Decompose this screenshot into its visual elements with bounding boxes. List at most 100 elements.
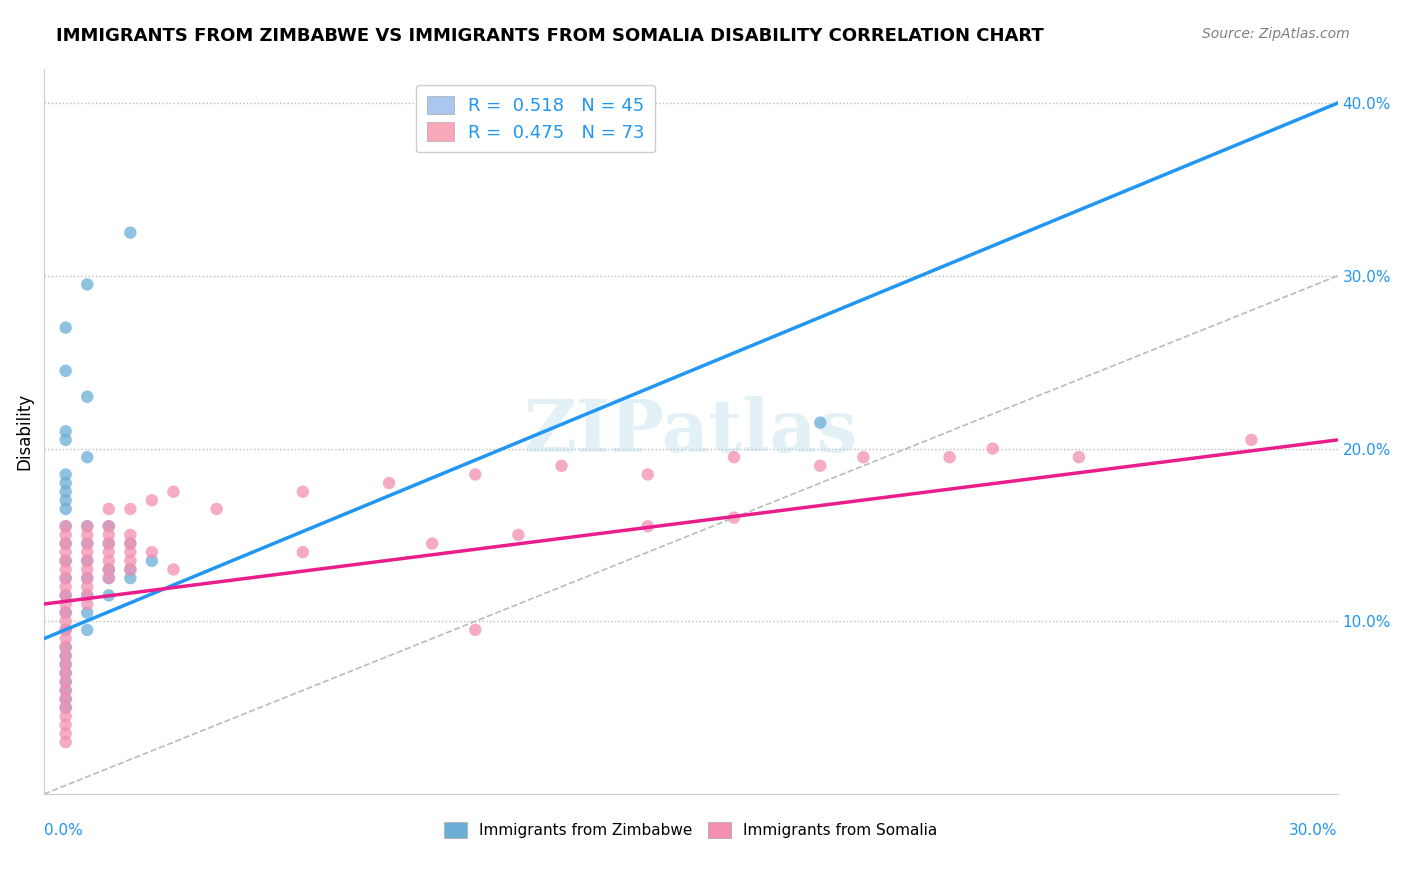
Point: [55, 519, 77, 533]
Point: [55, 502, 77, 516]
Point: [55, 674, 77, 689]
Text: IMMIGRANTS FROM ZIMBABWE VS IMMIGRANTS FROM SOMALIA DISABILITY CORRELATION CHART: IMMIGRANTS FROM ZIMBABWE VS IMMIGRANTS F…: [56, 27, 1045, 45]
Point: [55, 606, 77, 620]
Point: [55, 606, 77, 620]
Point: [97, 536, 120, 550]
Text: Source: ZipAtlas.com: Source: ZipAtlas.com: [1202, 27, 1350, 41]
Point: [938, 450, 960, 465]
Point: [808, 416, 831, 430]
Point: [120, 536, 142, 550]
Point: [55, 320, 77, 334]
Point: [76, 519, 98, 533]
Point: [55, 545, 77, 559]
Point: [76, 588, 98, 602]
Point: [55, 709, 77, 723]
Point: [76, 554, 98, 568]
Point: [55, 726, 77, 740]
Point: [55, 467, 77, 482]
Point: [55, 433, 77, 447]
Point: [55, 571, 77, 585]
Point: [97, 519, 120, 533]
Point: [55, 632, 77, 646]
Point: [55, 640, 77, 655]
Point: [76, 277, 98, 292]
Point: [120, 562, 142, 576]
Point: [120, 528, 142, 542]
Point: [76, 528, 98, 542]
Point: [76, 545, 98, 559]
Point: [852, 450, 875, 465]
Point: [55, 597, 77, 611]
Point: [55, 718, 77, 732]
Point: [55, 657, 77, 672]
Point: [120, 554, 142, 568]
Point: [55, 674, 77, 689]
Point: [97, 502, 120, 516]
Point: [55, 580, 77, 594]
Point: [55, 484, 77, 499]
Point: [97, 562, 120, 576]
Point: [97, 536, 120, 550]
Point: [550, 458, 572, 473]
Point: [120, 571, 142, 585]
Point: [55, 528, 77, 542]
Point: [55, 364, 77, 378]
Point: [76, 390, 98, 404]
Point: [508, 528, 530, 542]
Text: ZIPatlas: ZIPatlas: [524, 396, 858, 467]
Point: [162, 484, 184, 499]
Point: [55, 519, 77, 533]
Point: [55, 683, 77, 698]
Point: [97, 588, 120, 602]
Point: [76, 536, 98, 550]
Point: [76, 571, 98, 585]
Point: [141, 545, 163, 559]
Point: [76, 606, 98, 620]
Point: [76, 588, 98, 602]
Point: [141, 493, 163, 508]
Text: 0.0%: 0.0%: [44, 823, 83, 838]
Point: [76, 580, 98, 594]
Point: [981, 442, 1004, 456]
Point: [55, 536, 77, 550]
Point: [120, 502, 142, 516]
Point: [55, 657, 77, 672]
Point: [55, 588, 77, 602]
Legend: Immigrants from Zimbabwe, Immigrants from Somalia: Immigrants from Zimbabwe, Immigrants fro…: [439, 816, 943, 845]
Point: [637, 519, 659, 533]
Point: [76, 519, 98, 533]
Point: [97, 554, 120, 568]
Point: [464, 623, 486, 637]
Point: [76, 623, 98, 637]
Point: [120, 562, 142, 576]
Point: [55, 588, 77, 602]
Point: [76, 554, 98, 568]
Point: [55, 614, 77, 628]
Point: [55, 735, 77, 749]
Point: [76, 536, 98, 550]
Point: [55, 692, 77, 706]
Point: [76, 562, 98, 576]
Text: 30.0%: 30.0%: [1289, 823, 1337, 838]
Point: [205, 502, 228, 516]
Point: [97, 545, 120, 559]
Point: [291, 545, 314, 559]
Point: [723, 450, 745, 465]
Point: [55, 562, 77, 576]
Point: [637, 467, 659, 482]
Point: [55, 424, 77, 438]
Point: [420, 536, 443, 550]
Point: [120, 545, 142, 559]
Point: [1240, 433, 1263, 447]
Y-axis label: Disability: Disability: [15, 392, 32, 470]
Point: [55, 554, 77, 568]
Point: [55, 700, 77, 714]
Point: [55, 683, 77, 698]
Point: [1067, 450, 1090, 465]
Point: [76, 571, 98, 585]
Point: [55, 623, 77, 637]
Point: [97, 571, 120, 585]
Point: [55, 648, 77, 663]
Point: [97, 519, 120, 533]
Point: [464, 467, 486, 482]
